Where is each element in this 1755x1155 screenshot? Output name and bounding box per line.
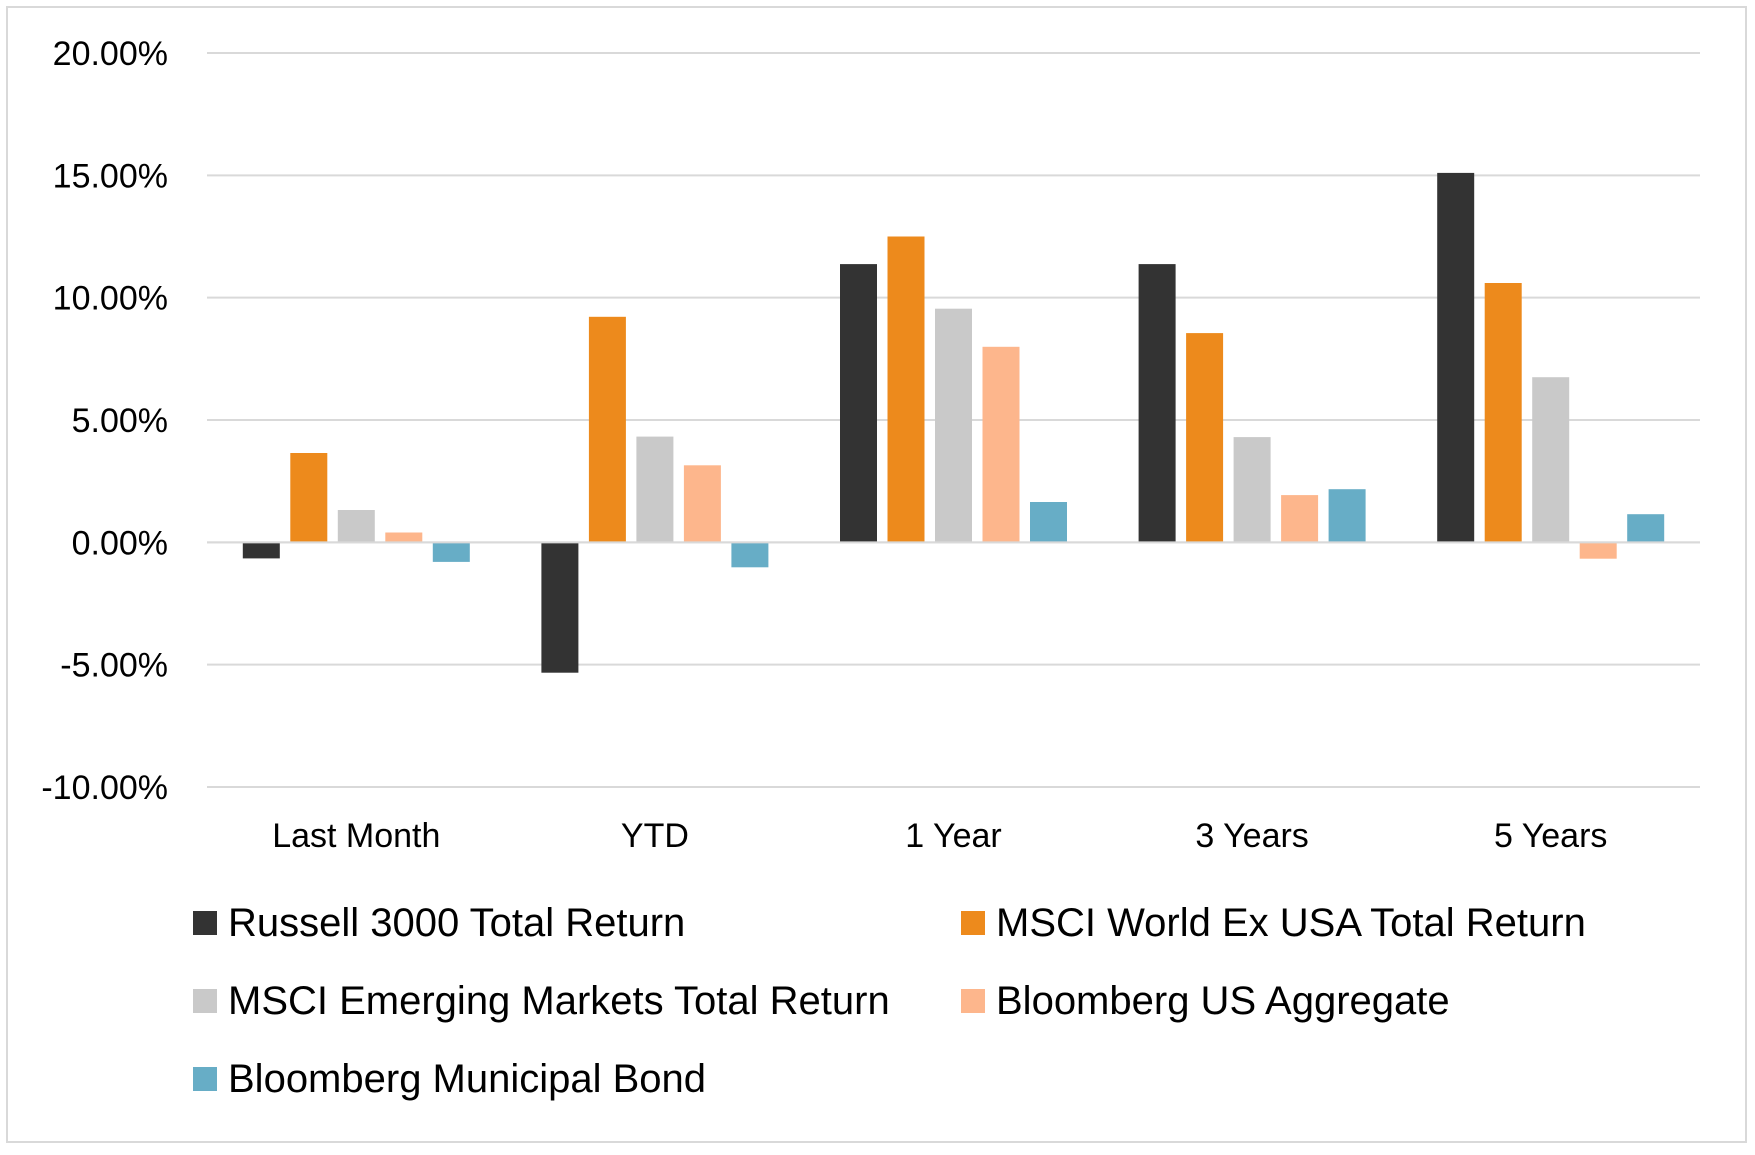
bar [432, 542, 470, 562]
bar [1138, 264, 1176, 543]
bar [683, 465, 721, 543]
legend-label: MSCI World Ex USA Total Return [996, 901, 1586, 945]
legend-swatch [193, 911, 217, 935]
bar [1627, 514, 1665, 543]
legend-swatch [961, 989, 985, 1013]
legend-swatch [193, 989, 217, 1013]
category-label: 1 Year [905, 817, 1001, 855]
legend-label: Russell 3000 Total Return [228, 901, 685, 945]
y-tick-label: -10.00% [41, 769, 168, 807]
y-tick-label: 0.00% [72, 524, 168, 562]
category-label: 5 Years [1494, 817, 1607, 855]
legend-label: Bloomberg US Aggregate [996, 979, 1450, 1023]
bars [207, 172, 1700, 673]
bar [1233, 437, 1271, 543]
y-axis-tick-labels: 20.00% 15.00% 10.00% 5.00% 0.00% -5.00% -10.00… [41, 35, 168, 807]
bar [242, 542, 280, 559]
bar [290, 453, 328, 543]
bar [840, 264, 877, 543]
y-tick-label: 15.00% [53, 157, 168, 195]
legend-swatch [961, 911, 985, 935]
bar [1532, 377, 1570, 543]
bar [337, 510, 375, 543]
y-tick-label: -5.00% [60, 647, 168, 685]
bar [1579, 542, 1617, 559]
y-tick-label: 5.00% [72, 402, 168, 440]
bar [1281, 495, 1319, 543]
bar [636, 436, 674, 543]
bar [1328, 489, 1366, 543]
category-label: 3 Years [1195, 817, 1308, 855]
bar [1484, 283, 1522, 543]
category-label: YTD [621, 817, 689, 855]
y-tick-label: 20.00% [53, 35, 168, 73]
bar [588, 316, 626, 543]
bar [731, 542, 769, 568]
bar [385, 532, 423, 543]
legend-label: MSCI Emerging Markets Total Return [228, 979, 890, 1023]
bar [1030, 502, 1067, 543]
legend-label: Bloomberg Municipal Bond [228, 1057, 706, 1101]
y-tick-label: 10.00% [53, 280, 168, 318]
bar [935, 308, 972, 543]
x-axis-category-labels: Last Month YTD 1 Year 3 Years 5 Years [272, 817, 1607, 855]
bar [982, 346, 1020, 543]
category-label: Last Month [272, 817, 440, 855]
bar [887, 236, 925, 543]
legend-swatch [193, 1067, 217, 1091]
bar [1186, 333, 1224, 543]
legend: Russell 3000 Total Return MSCI World Ex U… [193, 901, 1586, 1101]
bar [1437, 172, 1475, 543]
bar [541, 542, 579, 673]
